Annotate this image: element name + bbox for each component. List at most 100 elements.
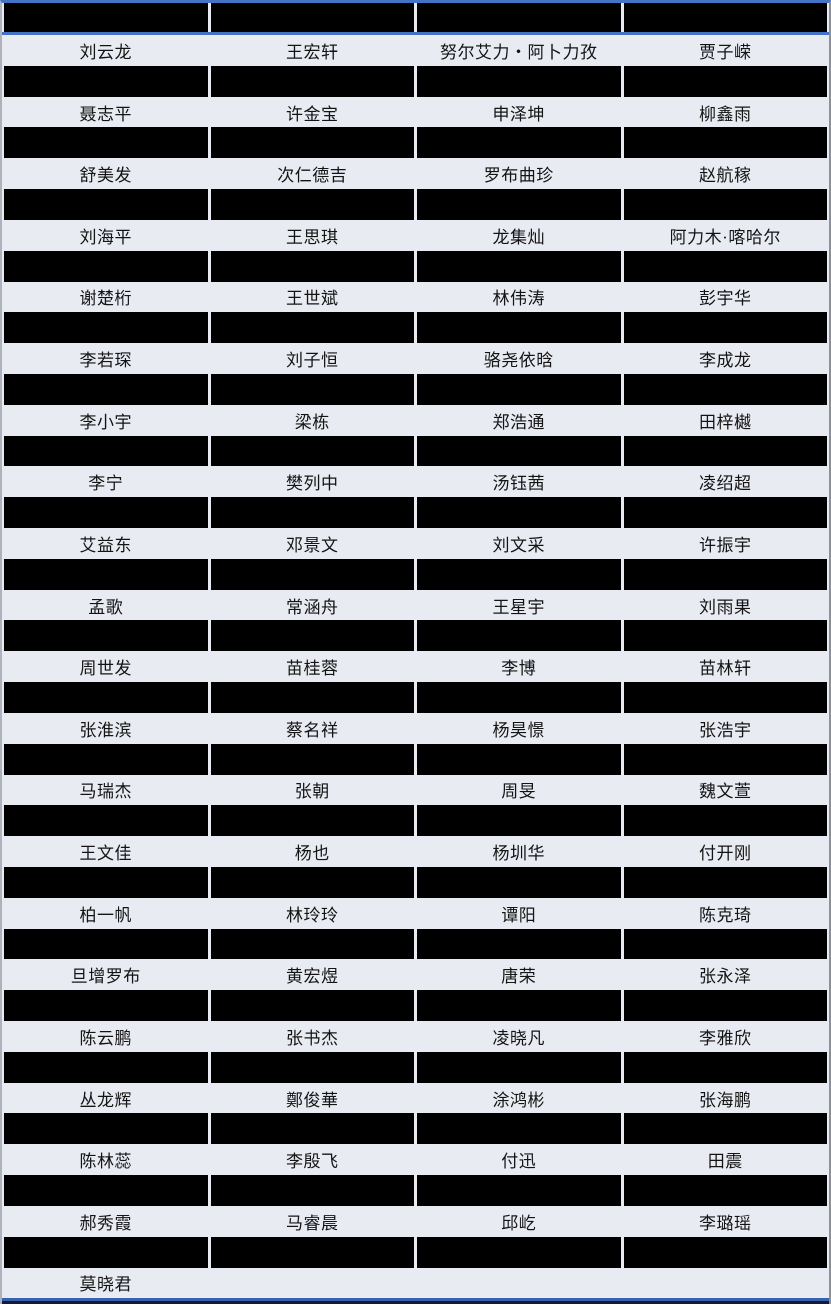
name-cell[interactable] <box>623 1267 827 1299</box>
name-cell[interactable]: 唐荣 <box>417 959 621 991</box>
name-cell[interactable]: 张朝 <box>210 774 414 806</box>
redacted-cell <box>4 620 208 652</box>
name-cell[interactable]: 次仁德吉 <box>210 158 414 190</box>
name-cell[interactable]: 努尔艾力・阿卜力孜 <box>417 35 621 66</box>
name-cell[interactable]: 刘海平 <box>4 219 208 251</box>
name-cell[interactable]: 凌绍超 <box>623 466 827 498</box>
redacted-cell <box>623 928 827 960</box>
name-cell[interactable]: 凌晓凡 <box>417 1021 621 1052</box>
redacted-row <box>2 558 829 590</box>
name-cell[interactable] <box>210 1267 414 1299</box>
name-cell[interactable]: 张淮滨 <box>4 712 208 744</box>
name-cell[interactable]: 李宁 <box>4 466 208 498</box>
name-cell[interactable]: 邱屹 <box>417 1205 621 1237</box>
name-cell[interactable]: 梁栋 <box>210 404 414 436</box>
name-cell[interactable]: 丛龙辉 <box>4 1082 208 1114</box>
name-cell[interactable]: 旦增罗布 <box>4 959 208 991</box>
name-cell[interactable]: 邓景文 <box>210 528 414 559</box>
name-cell[interactable]: 李若琛 <box>4 343 208 374</box>
name-cell[interactable]: 田梓樾 <box>623 404 827 436</box>
name-cell[interactable]: 刘文采 <box>417 528 621 559</box>
name-cell[interactable]: 孟歌 <box>4 589 208 621</box>
name-cell[interactable]: 许金宝 <box>210 96 414 128</box>
redacted-header-cell <box>4 3 208 32</box>
name-cell[interactable]: 林玲玲 <box>210 897 414 929</box>
name-cell[interactable]: 王文佳 <box>4 836 208 867</box>
name-cell[interactable]: 李成龙 <box>623 343 827 374</box>
name-cell[interactable]: 舒美发 <box>4 158 208 190</box>
redacted-cell <box>417 743 621 775</box>
name-cell[interactable]: 郝秀霞 <box>4 1205 208 1237</box>
name-cell[interactable]: 张浩宇 <box>623 712 827 744</box>
redacted-row <box>2 435 829 467</box>
name-cell[interactable]: 刘雨果 <box>623 589 827 621</box>
name-cell[interactable]: 阿力木·喀哈尔 <box>623 219 827 251</box>
redacted-cell <box>623 1175 827 1206</box>
name-cell[interactable]: 李殷飞 <box>210 1144 414 1176</box>
name-cell[interactable]: 陈云鹏 <box>4 1021 208 1052</box>
name-cell[interactable]: 彭宇华 <box>623 281 827 313</box>
name-cell[interactable]: 谢楚桁 <box>4 281 208 313</box>
name-cell[interactable]: 杨也 <box>210 836 414 867</box>
name-cell[interactable]: 常涵舟 <box>210 589 414 621</box>
name-cell[interactable]: 黄宏煜 <box>210 959 414 991</box>
name-cell[interactable]: 蔡名祥 <box>210 712 414 744</box>
name-cell[interactable]: 王星宇 <box>417 589 621 621</box>
name-cell[interactable]: 陈林蕊 <box>4 1144 208 1176</box>
name-cell[interactable]: 陈克琦 <box>623 897 827 929</box>
name-cell[interactable]: 莫晓君 <box>4 1267 208 1299</box>
redacted-cell <box>210 620 414 652</box>
name-cell[interactable]: 艾益东 <box>4 528 208 559</box>
redacted-cell <box>4 558 208 590</box>
redacted-cell <box>623 805 827 837</box>
name-cell[interactable]: 贾子嵘 <box>623 35 827 66</box>
name-cell[interactable]: 赵航稼 <box>623 158 827 190</box>
redacted-cell <box>4 866 208 898</box>
name-cell[interactable]: 申泽坤 <box>417 96 621 128</box>
name-cell[interactable]: 李博 <box>417 651 621 683</box>
name-cell[interactable]: 骆尧依晗 <box>417 343 621 374</box>
name-cell[interactable]: 许振宇 <box>623 528 827 559</box>
name-cell[interactable]: 马瑞杰 <box>4 774 208 806</box>
name-cell[interactable]: 罗布曲珍 <box>417 158 621 190</box>
name-cell[interactable]: 马睿晨 <box>210 1205 414 1237</box>
name-cell[interactable]: 田震 <box>623 1144 827 1176</box>
name-cell[interactable] <box>417 1267 621 1299</box>
name-cell[interactable]: 鄭俊華 <box>210 1082 414 1114</box>
name-cell[interactable]: 汤钰茜 <box>417 466 621 498</box>
name-cell[interactable]: 杨昊憬 <box>417 712 621 744</box>
name-cell[interactable]: 林伟涛 <box>417 281 621 313</box>
name-cell[interactable]: 柏一帆 <box>4 897 208 929</box>
name-cell[interactable]: 谭阳 <box>417 897 621 929</box>
redacted-cell <box>210 65 414 97</box>
name-cell[interactable]: 张书杰 <box>210 1021 414 1052</box>
name-cell[interactable]: 刘云龙 <box>4 35 208 66</box>
name-cell[interactable]: 杨圳华 <box>417 836 621 867</box>
name-cell[interactable]: 王思琪 <box>210 219 414 251</box>
name-cell[interactable]: 柳鑫雨 <box>623 96 827 128</box>
name-cell[interactable]: 张永泽 <box>623 959 827 991</box>
name-cell[interactable]: 刘子恒 <box>210 343 414 374</box>
name-cell[interactable]: 付开刚 <box>623 836 827 867</box>
name-cell[interactable]: 樊列中 <box>210 466 414 498</box>
name-cell[interactable]: 周旻 <box>417 774 621 806</box>
redacted-row <box>2 1236 829 1268</box>
name-cell[interactable]: 王世斌 <box>210 281 414 313</box>
name-cell[interactable]: 苗桂蓉 <box>210 651 414 683</box>
name-cell[interactable]: 苗林轩 <box>623 651 827 683</box>
name-cell[interactable]: 龙集灿 <box>417 219 621 251</box>
name-cell[interactable]: 付迅 <box>417 1144 621 1176</box>
redacted-row <box>2 312 829 344</box>
name-cell[interactable]: 李小宇 <box>4 404 208 436</box>
name-cell[interactable]: 魏文萱 <box>623 774 827 806</box>
name-cell[interactable]: 涂鸿彬 <box>417 1082 621 1114</box>
name-cell[interactable]: 聂志平 <box>4 96 208 128</box>
name-cell[interactable]: 郑浩通 <box>417 404 621 436</box>
name-cell[interactable]: 周世发 <box>4 651 208 683</box>
name-cell[interactable]: 李璐瑶 <box>623 1205 827 1237</box>
name-cell[interactable]: 王宏轩 <box>210 35 414 66</box>
name-cell[interactable]: 张海鹏 <box>623 1082 827 1114</box>
redacted-cell <box>623 189 827 220</box>
name-cell[interactable]: 李雅欣 <box>623 1021 827 1052</box>
redacted-cell <box>210 497 414 528</box>
